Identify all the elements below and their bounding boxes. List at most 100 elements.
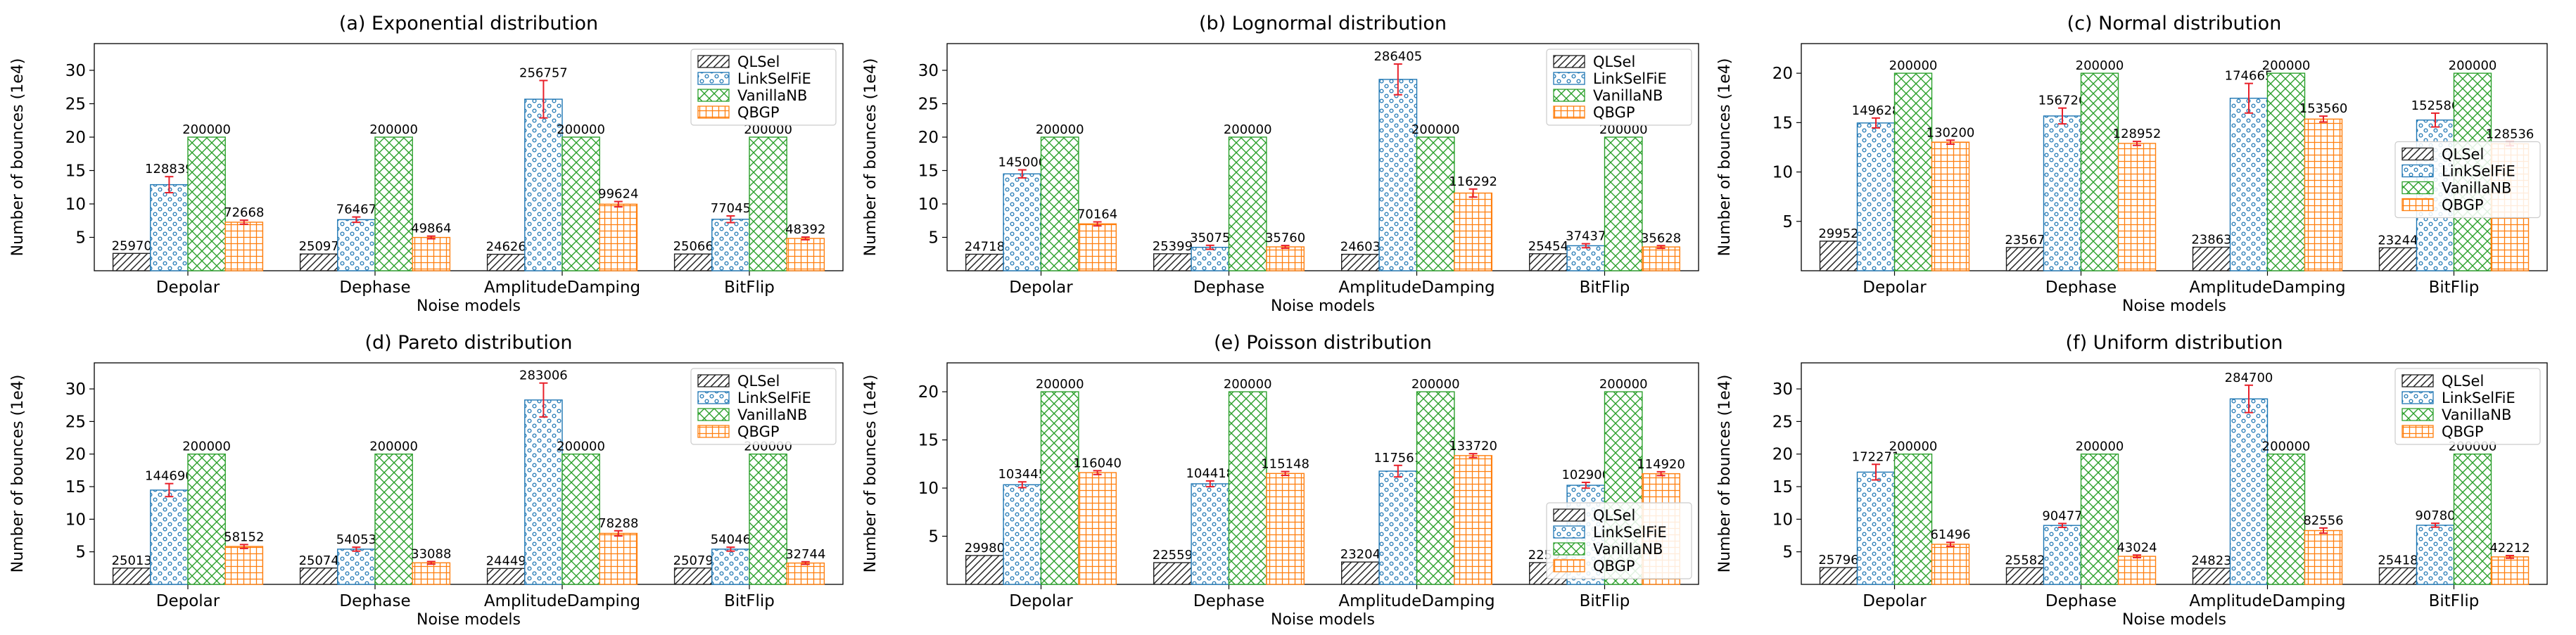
legend-label: QLSel: [2442, 146, 2484, 163]
y-tick-label: 5: [1782, 213, 1793, 231]
bar-qbgp: [1931, 544, 1970, 585]
bar-qlsel: [1340, 253, 1380, 271]
x-tick-label: AmplitudeDamping: [484, 592, 640, 610]
bar-value-label: 25079: [673, 553, 713, 568]
y-tick-label: 5: [928, 528, 939, 546]
bar-qlsel: [1153, 253, 1192, 271]
chart-panel-3: (c) Normal distribution 5 10 15 20 Number of …: [1716, 13, 2548, 315]
bar-value-label: 200000: [1599, 122, 1648, 137]
bar-value-label: 22559: [1153, 548, 1193, 563]
chart-panel-4: (d) Pareto distribution 5 10 15 20 25 30 Number…: [9, 332, 844, 629]
bar-value-label: 25097: [299, 239, 339, 254]
legend-swatch-qlsel: [697, 374, 730, 387]
legend-swatch-linkselfie: [697, 72, 730, 85]
bar-linkselfie: [1856, 471, 1896, 585]
bar-value-label: 200000: [2076, 58, 2124, 73]
x-tick-label: Depolar: [1863, 278, 1927, 297]
bar-value-label: 174665: [2225, 69, 2273, 84]
y-tick-label: 15: [65, 162, 86, 181]
legend-swatch-vanillanb: [697, 408, 730, 421]
bar-qlsel: [2378, 567, 2418, 585]
bar-qbgp: [1078, 223, 1117, 271]
bar-value-label: 35760: [1265, 231, 1305, 245]
legend-swatch-vanillanb: [697, 89, 730, 102]
bar-value-label: 149628: [1852, 103, 1901, 118]
bar-qlsel: [2005, 247, 2045, 271]
bar-value-label: 200000: [369, 440, 418, 454]
bar-value-label: 82556: [2303, 513, 2343, 528]
legend-swatch-qbgp: [1553, 559, 1585, 572]
bar-value-label: 200000: [2076, 440, 2124, 454]
legend-label: QLSel: [737, 53, 780, 70]
legend-label: QBGP: [737, 423, 780, 440]
legend-swatch-linkselfie: [1553, 72, 1585, 85]
chart-title: (c) Normal distribution: [2067, 13, 2282, 34]
x-tick-label: BitFlip: [1580, 278, 1630, 297]
bar-value-label: 61496: [1930, 527, 1970, 542]
legend-swatch-qbgp: [697, 425, 730, 438]
bar-vanillanb: [1604, 136, 1643, 271]
bar-qlsel: [965, 555, 1004, 585]
bar-vanillanb: [2080, 454, 2119, 585]
bar-qbgp: [786, 562, 825, 585]
bar-value-label: 29980: [965, 541, 1005, 556]
bar-vanillanb: [187, 136, 226, 271]
bar-value-label: 23863: [2191, 232, 2231, 247]
bar-value-label: 23567: [2005, 233, 2045, 248]
bar-value-label: 200000: [1889, 58, 1938, 73]
legend-label: QLSel: [1593, 53, 1635, 70]
y-tick-label: 5: [928, 229, 939, 248]
legend-label: VanillaNB: [1593, 541, 1663, 558]
legend-label: QLSel: [737, 373, 780, 390]
bar-value-label: 54053: [336, 532, 376, 547]
bar-qbgp: [2490, 556, 2530, 585]
chart-panel-5: (e) Poisson distribution 5 10 15 20 Number of…: [862, 332, 1699, 629]
bar-value-label: 72668: [224, 205, 264, 220]
bar-value-label: 200000: [369, 122, 418, 137]
bar-vanillanb: [2266, 72, 2306, 271]
bar-value-label: 200000: [557, 440, 605, 454]
legend-swatch-linkselfie: [2401, 164, 2434, 178]
bar-linkselfie: [337, 219, 376, 271]
bar-value-label: 70164: [1077, 207, 1117, 222]
bar-value-label: 29952: [1818, 226, 1858, 241]
legend-label: QBGP: [737, 104, 780, 121]
x-tick-label: Dephase: [1193, 592, 1264, 610]
y-tick-label: 20: [1772, 446, 1793, 464]
legend-swatch-qlsel: [1553, 55, 1585, 68]
bar-vanillanb: [1893, 454, 1933, 585]
bar-vanillanb: [1893, 72, 1933, 271]
legend-swatch-qlsel: [697, 55, 730, 68]
y-axis-label: Number of bounces (1e4): [9, 58, 27, 257]
bar-linkselfie: [337, 549, 376, 585]
bar-qbgp: [1642, 246, 1680, 271]
bar-vanillanb: [374, 136, 413, 271]
bar-value-label: 33088: [411, 546, 451, 561]
bar-value-label: 200000: [182, 440, 231, 454]
x-tick-label: Depolar: [156, 592, 220, 610]
bar-value-label: 37437: [1566, 229, 1606, 244]
bar-value-label: 116292: [1449, 174, 1497, 189]
bar-linkselfie: [524, 98, 563, 271]
bar-qbgp: [1931, 141, 1970, 271]
bar-value-label: 116040: [1073, 456, 1122, 470]
bar-linkselfie: [1003, 173, 1042, 271]
bar-vanillanb: [749, 454, 787, 585]
x-tick-label: Dephase: [2045, 592, 2117, 610]
y-tick-label: 30: [1772, 380, 1793, 399]
bar-value-label: 24603: [1340, 240, 1381, 255]
bar-qbgp: [2304, 530, 2343, 585]
bar-value-label: 42212: [2489, 541, 2530, 556]
plot-frame: [946, 362, 1699, 585]
x-tick-label: BitFlip: [2429, 592, 2480, 610]
bar-value-label: 25399: [1153, 239, 1193, 254]
bar-value-label: 200000: [1599, 377, 1648, 392]
legend-label: VanillaNB: [737, 87, 807, 104]
bar-linkselfie: [1856, 122, 1896, 271]
bar-vanillanb: [749, 136, 787, 271]
bar-value-label: 200000: [1036, 122, 1084, 137]
y-axis-label: Number of bounces (1e4): [1716, 58, 1734, 257]
y-tick-label: 5: [1782, 544, 1793, 562]
